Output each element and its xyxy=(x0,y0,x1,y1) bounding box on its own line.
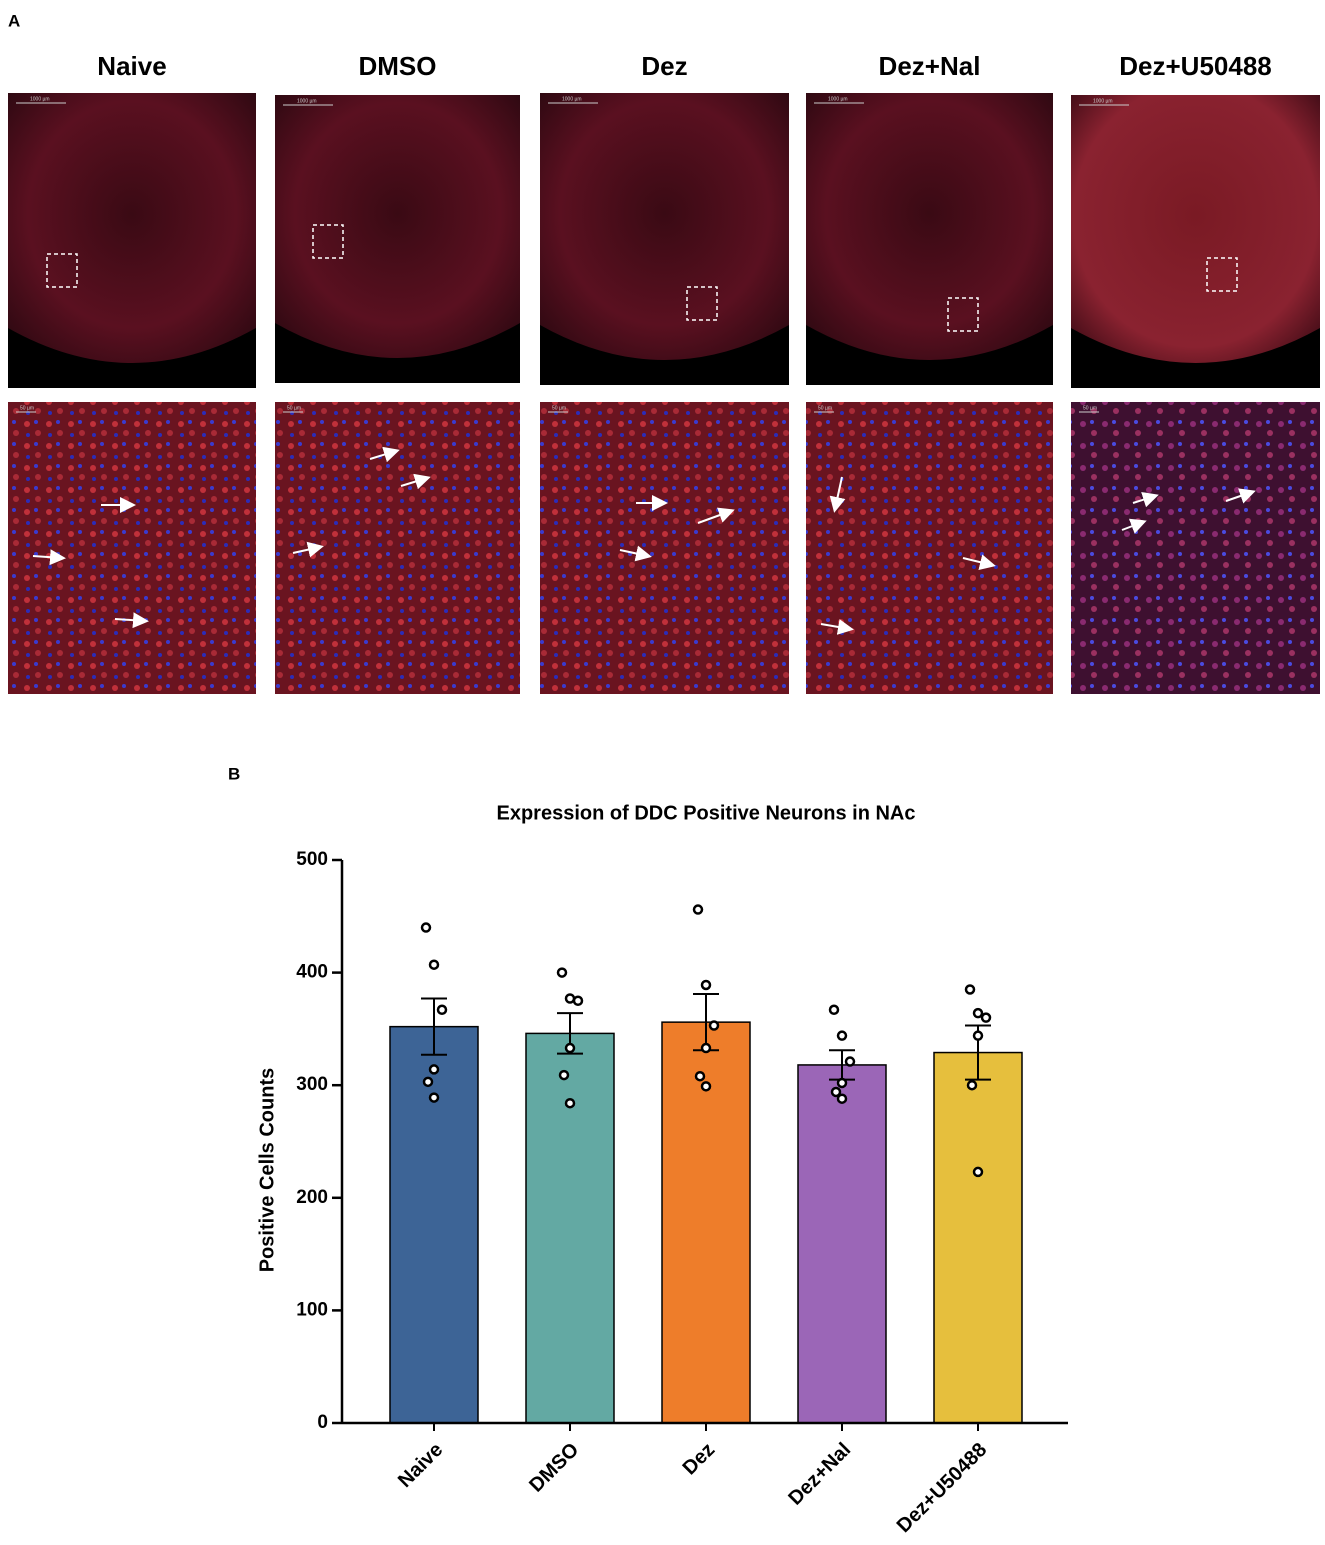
scale-label: 50 µm xyxy=(818,405,832,411)
scale-label: 1000 µm xyxy=(297,98,317,104)
arrow xyxy=(1132,492,1159,508)
scale-label: 1000 µm xyxy=(30,96,50,102)
data-point xyxy=(692,904,704,915)
data-point xyxy=(708,1020,720,1031)
bar xyxy=(525,1032,615,1424)
image-panel: Naive 1000 µm 50 µm DMSO 1000 µm 50 µm Dez 1000… xyxy=(8,51,1320,694)
arrow xyxy=(829,476,846,513)
x-tick-label: Dez+Nal xyxy=(784,1439,855,1510)
y-tick-label: 500 xyxy=(296,849,328,870)
y-tick-label: 100 xyxy=(296,1299,328,1320)
arrow xyxy=(697,507,735,524)
data-point xyxy=(428,1092,440,1103)
data-point xyxy=(844,1056,856,1067)
zoom-image xyxy=(1071,402,1320,694)
arrow xyxy=(619,545,652,562)
arrow xyxy=(820,619,854,635)
scale-label: 50 µm xyxy=(287,405,301,411)
scale-label: 1000 µm xyxy=(562,96,582,102)
tissue xyxy=(275,95,520,358)
roi-box xyxy=(46,253,78,288)
roi-box xyxy=(312,224,344,259)
y-tick-label: 200 xyxy=(296,1187,328,1208)
arrow xyxy=(32,549,66,566)
scale-label: 1000 µm xyxy=(1093,98,1113,104)
column-title: Dez+Nal xyxy=(879,51,981,81)
zoom-image xyxy=(540,402,789,694)
y-tick-label: 400 xyxy=(296,962,328,983)
bar xyxy=(389,1025,479,1424)
data-point xyxy=(564,1097,576,1109)
arrow xyxy=(400,473,431,490)
data-point xyxy=(836,1077,848,1089)
scale-label: 50 µm xyxy=(1083,405,1097,411)
data-point xyxy=(828,1004,840,1016)
roi-box xyxy=(686,286,718,321)
x-tick-label: DMSO xyxy=(525,1439,583,1497)
data-point xyxy=(558,1069,570,1081)
roi-box xyxy=(947,297,979,332)
x-tick-label: Dez+U50488 xyxy=(893,1439,992,1538)
data-point xyxy=(964,984,976,995)
x-tick-label: Naive xyxy=(394,1439,447,1492)
y-tick-label: 300 xyxy=(296,1074,328,1095)
tissue xyxy=(8,93,256,363)
tissue xyxy=(1071,95,1320,363)
arrow xyxy=(962,554,996,570)
data-point xyxy=(556,967,568,978)
arrow xyxy=(1121,518,1147,534)
x-tick-label: Dez xyxy=(679,1439,720,1480)
y-axis-label: Positive Cells Counts xyxy=(256,1068,278,1273)
data-point xyxy=(572,995,584,1006)
arrow xyxy=(114,612,149,629)
data-point xyxy=(436,1004,448,1016)
data-point xyxy=(700,1042,712,1054)
data-point xyxy=(422,1076,434,1088)
data-point xyxy=(836,1030,848,1041)
panel-label: B xyxy=(228,764,240,783)
data-point xyxy=(980,1012,992,1023)
panel-label: A xyxy=(8,11,20,30)
data-point xyxy=(420,922,432,933)
data-point xyxy=(700,1081,712,1092)
column-title: Dez+U50488 xyxy=(1119,51,1272,81)
chart-title: Expression of DDC Positive Neurons in NA… xyxy=(497,802,916,824)
data-point xyxy=(428,959,440,970)
bar-chart: 0 100 200 300 400 500 Naive DMSO Dez Dez+Nal Dez+U… xyxy=(296,849,1068,1537)
data-point xyxy=(972,1030,984,1041)
column-title: DMSO xyxy=(359,51,437,81)
scale-label: 1000 µm xyxy=(828,96,848,102)
bar xyxy=(797,1064,887,1424)
y-tick-label: 0 xyxy=(317,1412,328,1433)
data-point xyxy=(428,1064,440,1075)
tissue xyxy=(540,93,789,360)
tissue xyxy=(806,93,1053,360)
data-point xyxy=(830,1086,842,1098)
zoom-image xyxy=(8,402,256,694)
arrow xyxy=(1225,488,1256,504)
data-point xyxy=(966,1079,978,1091)
data-point xyxy=(564,1042,576,1054)
column-title: Naive xyxy=(97,51,166,81)
scale-label: 50 µm xyxy=(552,405,566,411)
arrow xyxy=(292,541,324,558)
data-point xyxy=(972,1007,984,1019)
data-point xyxy=(700,979,712,991)
scale-label: 50 µm xyxy=(20,405,34,411)
zoom-image xyxy=(806,402,1053,694)
arrow xyxy=(369,446,400,463)
data-point xyxy=(694,1070,706,1082)
column-title: Dez xyxy=(641,51,687,81)
roi-box xyxy=(1206,257,1238,292)
data-point xyxy=(836,1093,848,1104)
bar xyxy=(933,1051,1023,1424)
data-point xyxy=(972,1166,984,1178)
